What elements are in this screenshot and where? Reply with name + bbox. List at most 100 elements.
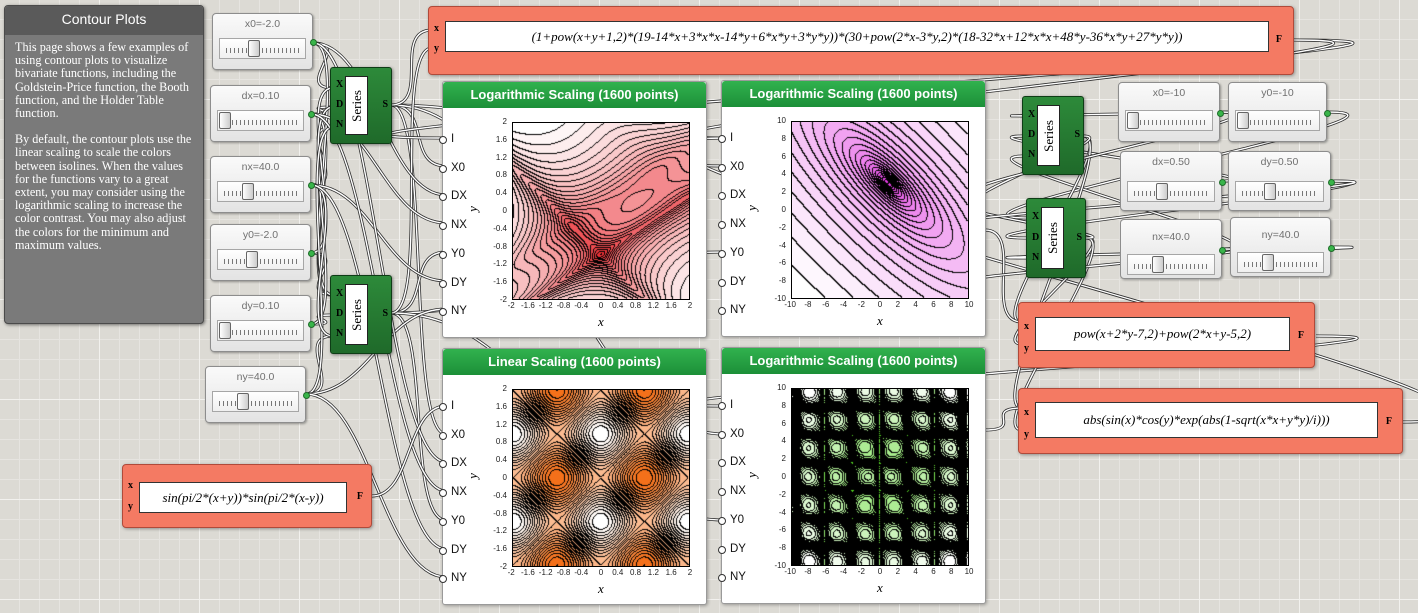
slider-knob[interactable] [219, 322, 231, 339]
input-port-dx[interactable] [718, 192, 726, 201]
contour-plot-sine[interactable]: Linear Scaling (1600 points) I X0 DX NX Y0 DY… [439, 348, 707, 605]
slider-knob[interactable] [1264, 183, 1277, 200]
input-label-dx: DX [730, 189, 746, 202]
slider-dy-b[interactable]: dy=0.50 [1228, 151, 1335, 211]
series-label-box: Series [1037, 105, 1060, 166]
output-port[interactable] [1219, 179, 1226, 186]
input-port-nx[interactable] [439, 222, 447, 231]
slider-dx-b[interactable]: dx=0.50 [1120, 151, 1226, 211]
input-port-nx[interactable] [439, 489, 447, 498]
slider-track[interactable] [1127, 254, 1215, 275]
slider-track[interactable] [1127, 181, 1215, 202]
series-component-x[interactable]: X D N Series S [330, 67, 392, 144]
slider-track[interactable] [217, 320, 304, 341]
output-port[interactable] [308, 111, 315, 118]
expression-field[interactable]: pow(x+2*y-7,2)+pow(2*x+y-5,2) [1035, 317, 1290, 351]
series-component-y[interactable]: X D N Series S [330, 275, 392, 354]
slider-track[interactable] [219, 38, 306, 59]
slider-y0[interactable]: y0=-2.0 [210, 224, 315, 281]
contour-plot-holder-table[interactable]: Logarithmic Scaling (1600 points) I X0 DX N… [718, 347, 986, 604]
slider-x0[interactable]: x0=-2.0 [212, 13, 317, 70]
slider-track[interactable] [1237, 252, 1324, 273]
slider-track[interactable] [217, 181, 304, 202]
input-port-x0[interactable] [439, 164, 447, 173]
input-port-ny[interactable] [718, 307, 726, 316]
input-port-i[interactable] [718, 135, 726, 143]
input-port-nx[interactable] [718, 488, 726, 497]
input-port-dx[interactable] [439, 193, 447, 202]
x-tick-label: 2 [687, 568, 693, 577]
slider-track[interactable] [217, 110, 304, 131]
input-port-i[interactable] [439, 136, 447, 144]
output-port[interactable] [1328, 179, 1335, 186]
expression-field[interactable]: (1+pow(x+y+1,2)*(19-14*x+3*x*x-14*y+6*x*… [445, 21, 1269, 52]
slider-knob[interactable] [219, 112, 231, 129]
input-port-x0[interactable] [439, 431, 447, 440]
input-port-dy[interactable] [718, 278, 726, 287]
input-label-nx: NX [730, 485, 746, 498]
expression-field[interactable]: sin(pi/2*(x+y))*sin(pi/2*(x-y)) [139, 482, 347, 513]
input-port-x0[interactable] [718, 163, 726, 172]
input-port-dy[interactable] [718, 545, 726, 554]
slider-track[interactable] [1235, 181, 1324, 202]
input-port-dx[interactable] [439, 460, 447, 469]
slider-knob[interactable] [237, 393, 250, 410]
input-port-y0[interactable] [439, 517, 447, 526]
slider-ny-b[interactable]: ny=40.0 [1230, 217, 1335, 277]
input-port-dx[interactable] [718, 459, 726, 468]
output-port[interactable] [1219, 247, 1226, 254]
input-port-dy[interactable] [439, 279, 447, 288]
series-component-x-b[interactable]: X D N Series S [1022, 96, 1084, 175]
slider-dy[interactable]: dy=0.10 [210, 295, 315, 352]
input-port-i[interactable] [439, 403, 447, 411]
contour-plot-booth[interactable]: Logarithmic Scaling (1600 points) I X0 DX N… [718, 80, 986, 337]
input-port-y0[interactable] [439, 250, 447, 259]
y-tick-label: 0 [502, 473, 507, 482]
slider-knob[interactable] [246, 251, 259, 268]
input-port-ny[interactable] [439, 308, 447, 317]
series-component-y-b[interactable]: X D N Series S [1026, 198, 1086, 278]
slider-nx[interactable]: nx=40.0 [210, 156, 315, 213]
slider-knob[interactable] [242, 183, 255, 200]
contour-plot-goldstein-price[interactable]: Logarithmic Scaling (1600 points) I X0 DX N… [439, 81, 707, 338]
output-port[interactable] [1217, 110, 1224, 117]
input-port-x0[interactable] [718, 430, 726, 439]
slider-knob[interactable] [1152, 256, 1165, 273]
slider-x0-b[interactable]: x0=-10 [1118, 82, 1224, 142]
slider-track[interactable] [1235, 110, 1320, 131]
output-port[interactable] [1324, 110, 1331, 117]
input-port-ny[interactable] [718, 574, 726, 583]
slider-track[interactable] [217, 249, 304, 270]
slider-knob[interactable] [248, 40, 261, 57]
contour-surface [513, 123, 689, 299]
slider-ny[interactable]: ny=40.0 [205, 366, 310, 423]
input-port-y0[interactable] [718, 516, 726, 525]
input-port-dy[interactable] [439, 546, 447, 555]
output-port[interactable] [310, 39, 317, 46]
expression-field[interactable]: abs(sin(x)*cos(y)*exp(abs(1-sqrt(x*x+y*y… [1035, 402, 1378, 438]
slider-knob[interactable] [1127, 112, 1139, 129]
input-port-nx[interactable] [718, 221, 726, 230]
x-tick-label: -8 [804, 300, 812, 309]
slider-track[interactable] [212, 391, 299, 412]
slider-knob[interactable] [1262, 254, 1275, 271]
slider-knob[interactable] [1156, 183, 1169, 200]
slider-nx-b[interactable]: nx=40.0 [1120, 219, 1226, 279]
function-sine[interactable]: x y sin(pi/2*(x+y))*sin(pi/2*(x-y)) F [122, 464, 372, 528]
slider-knob[interactable] [1237, 112, 1249, 129]
slider-track[interactable] [1125, 110, 1213, 131]
slider-dx[interactable]: dx=0.10 [210, 85, 315, 142]
output-port[interactable] [308, 321, 315, 328]
output-port[interactable] [308, 250, 315, 257]
input-port-y0[interactable] [718, 249, 726, 258]
output-port[interactable] [303, 392, 310, 399]
x-tick-label: -8 [804, 567, 812, 576]
input-port-ny[interactable] [439, 575, 447, 584]
slider-y0-b[interactable]: y0=-10 [1228, 82, 1331, 142]
function-holder-table[interactable]: x y abs(sin(x)*cos(y)*exp(abs(1-sqrt(x*x… [1018, 388, 1403, 454]
output-port[interactable] [1328, 245, 1335, 252]
output-port[interactable] [308, 182, 315, 189]
function-booth[interactable]: x y pow(x+2*y-7,2)+pow(2*x+y-5,2) F [1018, 302, 1315, 368]
function-goldstein-price[interactable]: x y (1+pow(x+y+1,2)*(19-14*x+3*x*x-14*y+… [428, 6, 1294, 75]
input-port-i[interactable] [718, 402, 726, 410]
